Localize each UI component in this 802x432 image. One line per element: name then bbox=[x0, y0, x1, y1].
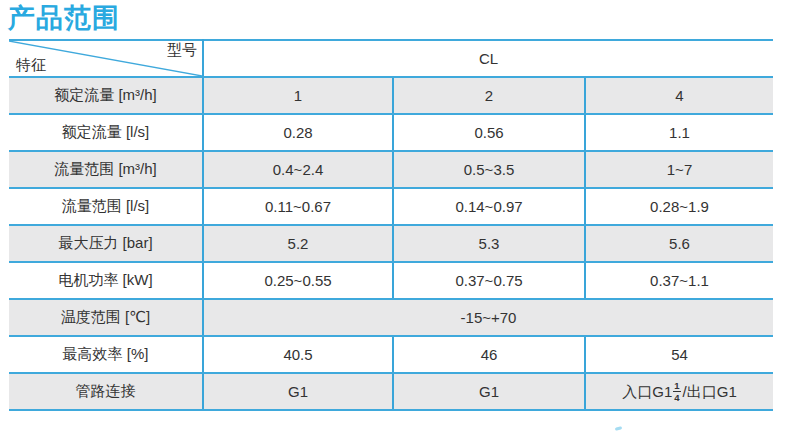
page: 产品范围 型号 特征 CL 额定流量 [m³/h] bbox=[0, 0, 802, 432]
header-row: 型号 特征 CL bbox=[9, 40, 773, 77]
cell-value: 0.37~0.75 bbox=[393, 262, 585, 299]
page-title: 产品范围 bbox=[8, 0, 120, 36]
product-range-table: 型号 特征 CL 额定流量 [m³/h] 1 2 4 额定流量 [l/s] 0.… bbox=[9, 39, 773, 411]
cell-value: 54 bbox=[585, 336, 773, 373]
row-label: 最高效率 [%] bbox=[9, 336, 203, 373]
row-label: 流量范围 [l/s] bbox=[9, 188, 203, 225]
stray-mark bbox=[615, 426, 623, 431]
cell-value: 0.5~3.5 bbox=[393, 151, 585, 188]
table-row-motor-power: 电机功率 [kW] 0.25~0.55 0.37~0.75 0.37~1.1 bbox=[9, 262, 773, 299]
row-label: 温度范围 [℃] bbox=[9, 299, 203, 336]
fraction-one-quarter: 14 bbox=[673, 381, 680, 402]
cell-value: 0.11~0.67 bbox=[203, 188, 393, 225]
table-row-flow-range-m3h: 流量范围 [m³/h] 0.4~2.4 0.5~3.5 1~7 bbox=[9, 151, 773, 188]
cell-value: 0.56 bbox=[393, 114, 585, 151]
outlet-text: /出口G1 bbox=[683, 383, 737, 400]
feature-header-label: 特征 bbox=[16, 56, 46, 75]
cell-value: 40.5 bbox=[203, 336, 393, 373]
model-header-label: 型号 bbox=[167, 41, 197, 60]
table-row-pipe-connection: 管路连接 G1 G1 入口G114/出口G1 bbox=[9, 373, 773, 410]
table-row-rated-flow-ls: 额定流量 [l/s] 0.28 0.56 1.1 bbox=[9, 114, 773, 151]
table-row-max-pressure: 最大压力 [bar] 5.2 5.3 5.6 bbox=[9, 225, 773, 262]
table-row-rated-flow-m3h: 额定流量 [m³/h] 1 2 4 bbox=[9, 77, 773, 114]
cell-value: 46 bbox=[393, 336, 585, 373]
cell-value: 1.1 bbox=[585, 114, 773, 151]
inlet-text: 入口G1 bbox=[622, 383, 672, 400]
model-value-cell: CL bbox=[203, 40, 773, 77]
row-label: 流量范围 [m³/h] bbox=[9, 151, 203, 188]
cell-value-inlet-outlet: 入口G114/出口G1 bbox=[585, 373, 773, 410]
cell-value: 4 bbox=[585, 77, 773, 114]
row-label: 电机功率 [kW] bbox=[9, 262, 203, 299]
table-row-temperature-range: 温度范围 [℃] -15~+70 bbox=[9, 299, 773, 336]
cell-value: 0.37~1.1 bbox=[585, 262, 773, 299]
cell-value: 5.3 bbox=[393, 225, 585, 262]
cell-value: 5.2 bbox=[203, 225, 393, 262]
table-row-flow-range-ls: 流量范围 [l/s] 0.11~0.67 0.14~0.97 0.28~1.9 bbox=[9, 188, 773, 225]
cell-value: G1 bbox=[203, 373, 393, 410]
cell-value: 1~7 bbox=[585, 151, 773, 188]
row-label: 额定流量 [l/s] bbox=[9, 114, 203, 151]
row-label: 最大压力 [bar] bbox=[9, 225, 203, 262]
cell-value: 2 bbox=[393, 77, 585, 114]
cell-value: 5.6 bbox=[585, 225, 773, 262]
row-label: 额定流量 [m³/h] bbox=[9, 77, 203, 114]
cell-value: 0.28 bbox=[203, 114, 393, 151]
cell-value-merged: -15~+70 bbox=[203, 299, 773, 336]
table-row-max-efficiency: 最高效率 [%] 40.5 46 54 bbox=[9, 336, 773, 373]
diagonal-header-cell: 型号 特征 bbox=[9, 40, 203, 77]
cell-value: 0.25~0.55 bbox=[203, 262, 393, 299]
product-range-table-wrapper: 型号 特征 CL 额定流量 [m³/h] 1 2 4 额定流量 [l/s] 0.… bbox=[9, 39, 773, 411]
cell-value: 0.28~1.9 bbox=[585, 188, 773, 225]
cell-value: 0.14~0.97 bbox=[393, 188, 585, 225]
row-label: 管路连接 bbox=[9, 373, 203, 410]
cell-value: 0.4~2.4 bbox=[203, 151, 393, 188]
cell-value: G1 bbox=[393, 373, 585, 410]
cell-value: 1 bbox=[203, 77, 393, 114]
